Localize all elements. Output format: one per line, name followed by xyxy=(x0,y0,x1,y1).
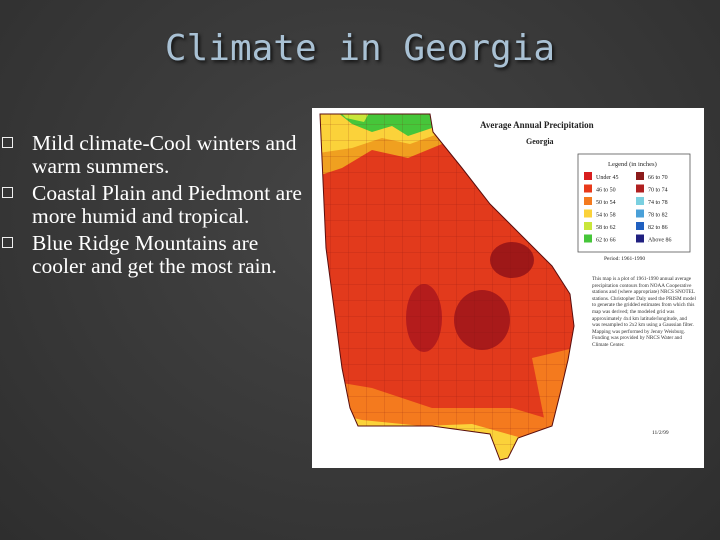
legend-swatch xyxy=(636,184,644,193)
legend-swatch xyxy=(584,197,592,205)
period-label: Period: 1961-1990 xyxy=(604,256,645,262)
legend-label: 66 to 70 xyxy=(648,175,668,181)
bullet-text: Blue Ridge Mountains are cooler and get … xyxy=(32,231,277,278)
legend-title: Legend (in inches) xyxy=(608,161,657,168)
legend-swatch xyxy=(636,222,644,230)
legend-swatch xyxy=(584,209,592,218)
legend-label: 78 to 82 xyxy=(648,213,668,219)
legend-swatch xyxy=(584,172,592,180)
bullet-text: Mild climate-Cool winters and warm summe… xyxy=(32,131,297,178)
checkbox-bullet-icon xyxy=(2,237,13,248)
legend-label: 54 to 58 xyxy=(596,213,616,219)
legend-label: 50 to 54 xyxy=(596,200,616,206)
legend-swatch xyxy=(636,209,644,218)
legend-label: 46 to 50 xyxy=(596,188,616,194)
map-description: This map is a plot of 1961-1990 annual a… xyxy=(592,276,696,348)
map-date: 11/2/99 xyxy=(652,430,669,436)
legend-swatch xyxy=(636,172,644,180)
legend-swatch xyxy=(636,234,644,243)
legend-swatch xyxy=(636,197,644,205)
checkbox-bullet-icon xyxy=(2,187,13,198)
legend-label: 62 to 66 xyxy=(596,238,616,244)
slide-title: Climate in Georgia xyxy=(164,28,556,69)
checkbox-bullet-icon xyxy=(2,137,13,148)
bullet-list: Mild climate-Cool winters and warm summe… xyxy=(0,132,312,282)
map-heading: Average Annual Precipitation xyxy=(480,120,594,130)
bullet-item: Coastal Plain and Piedmont are more humi… xyxy=(0,182,312,228)
legend-swatch xyxy=(584,234,592,243)
legend-swatch xyxy=(584,184,592,193)
precipitation-map-image: Average Annual Precipitation Georgia Leg… xyxy=(312,108,704,468)
map-legend: Legend (in inches) Under 45 46 to 50 50 to… xyxy=(577,153,691,262)
legend-swatch xyxy=(584,222,592,230)
bullet-item: Blue Ridge Mountains are cooler and get … xyxy=(0,232,312,278)
georgia-state-shape xyxy=(320,114,574,460)
legend-label: 58 to 62 xyxy=(596,225,616,231)
legend-label: 70 to 74 xyxy=(648,188,668,194)
bullet-text: Coastal Plain and Piedmont are more humi… xyxy=(32,181,302,228)
legend-label: 82 to 86 xyxy=(648,225,668,231)
legend-label: Above 86 xyxy=(648,238,672,244)
bullet-item: Mild climate-Cool winters and warm summe… xyxy=(0,132,312,178)
georgia-map-svg: Average Annual Precipitation Georgia Leg… xyxy=(319,113,696,461)
legend-label: 74 to 78 xyxy=(648,200,668,206)
map-subheading: Georgia xyxy=(526,137,554,146)
legend-label: Under 45 xyxy=(596,175,619,181)
